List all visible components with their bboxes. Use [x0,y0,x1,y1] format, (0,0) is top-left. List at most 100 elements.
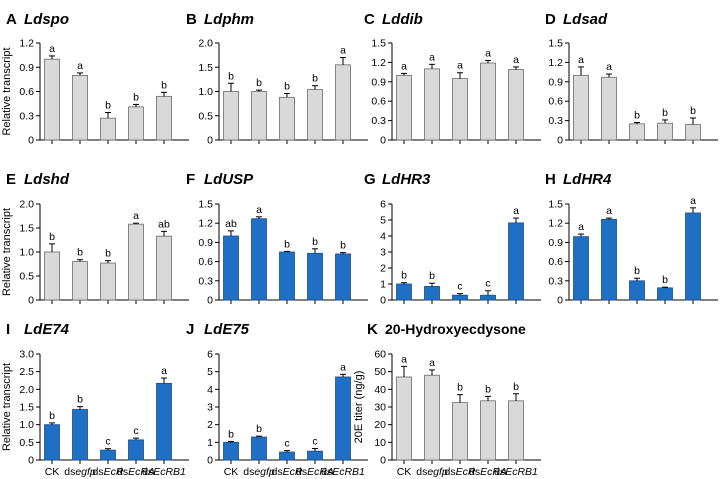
significance-letter: a [340,45,346,57]
significance-letter: a [606,61,612,73]
y-tick-label: 5 [207,366,213,378]
panel-D: D Ldsad 0 0.3 0.6 0.9 1.2 1.5 a a b b b [545,11,718,147]
significance-letter: b [105,100,111,112]
bar [156,235,172,301]
significance-letter: b [690,105,696,117]
x-tick-label: CK [224,466,239,478]
panel-title: Ldspo [24,11,69,28]
significance-letter: b [284,80,290,92]
panel-C: C Lddib 0 0.3 0.6 0.9 1.2 1.5 a a a a a [364,11,541,147]
y-tick-label: 0.3 [19,110,34,122]
panel-title: LdHR4 [563,171,612,188]
y-tick-label: 60 [374,349,386,361]
significance-letter: c [133,425,138,437]
x-tick-label: dsegfp [64,466,96,478]
bar [396,283,412,301]
significance-letter: a [49,43,55,55]
y-tick-label: 0.9 [548,76,563,88]
y-tick-label: 1.5 [371,38,386,50]
y-tick-label: 0.9 [548,237,563,249]
significance-letter: b [429,270,435,282]
panel-title: LdE75 [204,321,250,338]
significance-letter: c [485,278,490,290]
y-tick-label: 6 [380,199,386,211]
significance-letter: ab [158,218,170,230]
significance-letter: a [690,195,696,207]
bar [279,251,295,301]
significance-letter: b [634,265,640,277]
significance-letter: ab [225,218,237,230]
panel-title: 20-Hydroxyecdysone [385,321,526,337]
bar [601,76,617,141]
y-tick-label: 3 [380,247,386,259]
bar [223,235,239,301]
y-tick-label: 0.5 [19,437,34,449]
y-tick-label: 0 [28,295,34,307]
significance-letter: a [401,353,407,365]
bar [657,122,673,141]
y-tick-label: 1.5 [19,402,34,414]
y-tick-label: 2.0 [19,199,34,211]
bar [44,251,60,301]
bar [128,439,144,461]
significance-letter: b [340,240,346,252]
panel-letter: J [186,321,194,338]
y-tick-label: 0.3 [371,115,386,127]
y-tick-label: 2.0 [19,384,34,396]
y-tick-label: 1.5 [19,223,34,235]
significance-letter: b [228,70,234,82]
y-tick-label: 2.0 [198,38,213,50]
y-tick-label: 0.3 [198,275,213,287]
y-tick-label: 50 [374,366,386,378]
bar [307,252,323,301]
significance-letter: a [401,60,407,72]
panel-A: A Ldspo 0 0.3 0.6 0.9 1.2 Relative transcript a a… [1,11,189,147]
y-tick-label: 0.6 [371,96,386,108]
significance-letter: b [49,410,55,422]
significance-letter: b [49,231,55,243]
panel-letter: A [6,11,17,28]
panel-I: I LdE74 0 0.5 1.0 1.5 2.0 2.5 3.0 Relative transc… [1,321,189,478]
panel-H: H LdHR4 0 0.3 0.6 0.9 1.2 1.5 a a b b a [545,171,718,307]
panel-title: LdE74 [24,321,70,338]
panel-B: B Ldphm 0 0.5 1.0 1.5 2.0 b b b b a [186,11,368,147]
significance-letter: c [312,436,317,448]
y-tick-label: 1.5 [198,62,213,74]
x-tick-label: dsEcR [445,466,476,478]
x-tick-label: dsEcRB1 [494,466,538,478]
bar [424,374,440,461]
bar [480,62,496,141]
bar [279,451,295,461]
y-tick-label: 40 [374,384,386,396]
significance-letter: a [133,210,139,222]
bar [307,450,323,461]
y-tick-label: 0 [557,135,563,147]
bar [396,74,412,141]
x-tick-label: dsEcRA [469,466,507,478]
x-tick-label: dsegfp [416,466,448,478]
y-tick-label: 20 [374,419,386,431]
panel-title: LdHR3 [382,171,431,188]
panel-letter: F [186,171,195,188]
y-tick-label: 2 [207,419,213,431]
y-tick-label: 1.2 [19,38,34,50]
significance-letter: b [401,270,407,282]
bar [335,253,351,301]
significance-letter: b [77,394,83,406]
panel-title: Lddib [382,11,423,28]
panel-title: Ldphm [204,11,254,28]
y-tick-label: 1 [380,279,386,291]
y-tick-label: 0 [380,295,386,307]
bar [452,78,468,141]
significance-letter: b [662,107,668,119]
bar [128,223,144,301]
panel-letter: B [186,11,197,28]
bar [72,261,88,301]
panel-letter: K [367,321,378,338]
panel-title: Ldsad [563,11,608,28]
significance-letter: a [513,54,519,66]
significance-letter: b [513,381,519,393]
y-tick-label: 1.0 [19,247,34,259]
y-tick-label: 2 [380,263,386,275]
